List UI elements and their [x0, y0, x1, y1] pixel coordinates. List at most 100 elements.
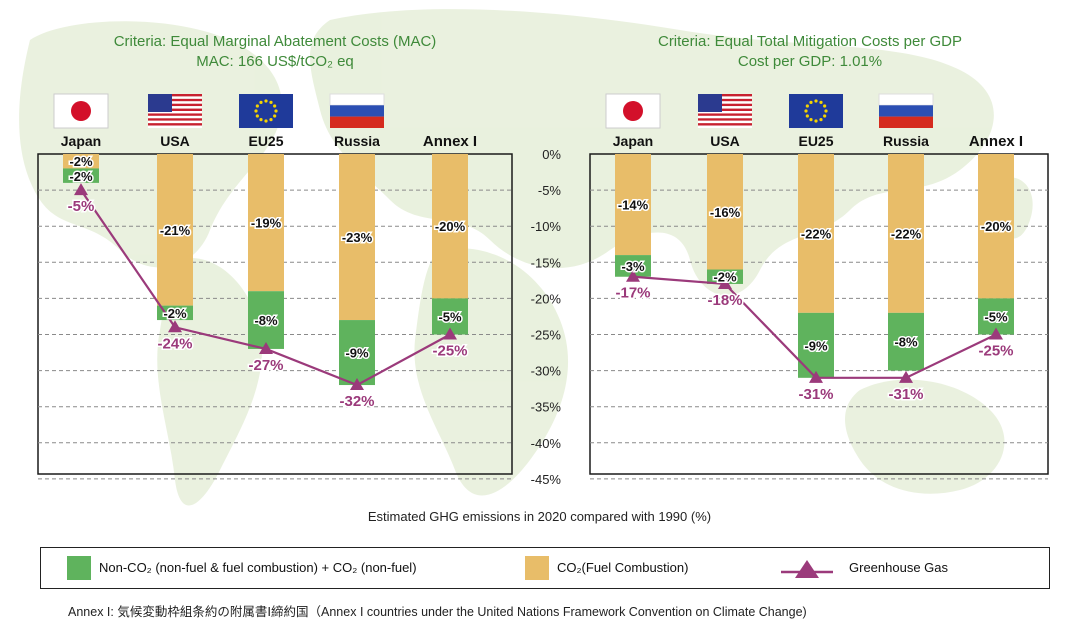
left-nonco2-value-label: -2% — [163, 306, 187, 321]
legend-item-co2-fuel: CO₂(Fuel Combustion) — [525, 548, 688, 587]
usa-flag-stripe — [148, 118, 202, 121]
eu-flag-star — [819, 100, 823, 104]
right-bar-co2-2 — [798, 154, 834, 313]
japan-flag — [605, 93, 661, 129]
left-co2-value-label: -21% — [160, 223, 191, 238]
eu-flag-star — [274, 109, 278, 113]
left-chart-title-line-1: Criteria: Equal Marginal Abatement Costs… — [113, 33, 437, 50]
usa-flag-stripe — [148, 94, 202, 97]
russia-flag-blue — [330, 105, 384, 117]
eu-flag — [239, 94, 293, 128]
eu-flag-star — [824, 109, 828, 113]
eu-flag-star — [823, 114, 827, 118]
left-nonco2-value-label: -2% — [69, 169, 93, 184]
footnote: Annex I: 気候変動枠組条約の附属書Ⅰ締約国（Annex I countr… — [68, 605, 807, 619]
usa-flag-stripe — [148, 96, 202, 99]
y-tick-label: -40% — [531, 436, 562, 451]
right-ghg-value-label: -31% — [798, 386, 833, 403]
usa-flag — [698, 94, 752, 129]
right-bar-nonco2-0 — [615, 255, 651, 277]
left-category-label: EU25 — [248, 133, 283, 149]
right-bar-co2-3 — [888, 154, 924, 313]
left-chart — [37, 93, 513, 480]
right-chart — [589, 93, 1049, 480]
usa-flag-stripe — [148, 123, 202, 126]
right-bar-nonco2-1 — [707, 269, 743, 284]
y-tick-label: -25% — [531, 328, 562, 343]
right-bar-nonco2-3 — [888, 312, 924, 371]
eu-flag-star — [804, 109, 808, 113]
usa-flag-stripe — [698, 113, 752, 116]
left-bar-nonco2-2 — [248, 291, 284, 349]
legend-label-non-co2: Non-CO₂ (non-fuel & fuel combustion) + C… — [99, 560, 417, 575]
eu-flag-star — [819, 118, 823, 122]
eu-flag-star — [805, 114, 809, 118]
left-category-label: Annex I — [423, 133, 477, 150]
left-bar-nonco2-3 — [339, 320, 375, 386]
legend-triangle-icon — [781, 559, 833, 578]
left-ghg-marker — [443, 327, 457, 340]
eu-flag-star — [259, 100, 263, 104]
right-ghg-value-label: -18% — [707, 292, 742, 309]
y-tick-label: -20% — [531, 291, 562, 306]
japan-flag-disc — [623, 101, 643, 121]
usa-flag-stripe — [698, 94, 752, 97]
left-bar-co2-3 — [339, 154, 375, 321]
left-category-label: Japan — [61, 133, 101, 149]
eu-flag-star — [255, 104, 259, 108]
left-category-label: Russia — [334, 133, 380, 149]
legend-item-non-co2: Non-CO₂ (non-fuel & fuel combustion) + C… — [67, 548, 417, 587]
eu-flag-star — [269, 118, 273, 122]
legend-label-co2-fuel: CO₂(Fuel Combustion) — [557, 560, 689, 575]
usa-flag-stripe — [698, 111, 752, 114]
usa-flag-stripe — [698, 101, 752, 104]
y-tick-label: -10% — [531, 219, 562, 234]
usa-flag-canton — [698, 94, 722, 112]
left-ghg-marker — [168, 320, 182, 333]
japan-flag — [53, 93, 109, 129]
usa-flag-stripe — [698, 115, 752, 119]
right-bar-co2-0 — [615, 154, 651, 256]
right-category-label: Japan — [613, 133, 653, 149]
right-chart-title-line-2: Cost per GDP: 1.01% — [737, 53, 883, 70]
right-ghg-value-label: -17% — [615, 285, 650, 302]
usa-flag-stripe — [698, 106, 752, 109]
right-ghg-marker — [899, 370, 913, 383]
usa-flag-stripe — [698, 98, 752, 102]
eu-flag-star — [264, 119, 268, 123]
left-bar-co2-1 — [157, 154, 193, 306]
right-co2-value-label: -16% — [710, 205, 741, 220]
right-category-label: Russia — [883, 133, 929, 149]
left-bar-co2-2 — [248, 154, 284, 292]
eu-flag-star — [814, 99, 818, 103]
usa-flag-stripe — [148, 120, 202, 124]
usa-flag-stripe — [698, 103, 752, 107]
left-co2-value-label: -2% — [69, 154, 93, 169]
right-chart-title-line-1: Criteria: Equal Total Mitigation Costs p… — [657, 33, 962, 50]
right-ghg-marker — [989, 327, 1003, 340]
right-bar-co2-1 — [707, 154, 743, 270]
legend: Non-CO₂ (non-fuel & fuel combustion) + C… — [40, 547, 1050, 589]
eu-flag-star — [805, 104, 809, 108]
left-co2-value-label: -23% — [342, 230, 373, 245]
japan-flag-field — [605, 93, 661, 129]
legend-item-ghg: Greenhouse Gas — [779, 548, 948, 587]
right-bar-co2-4 — [978, 154, 1014, 299]
right-chart-title: Criteria: Equal Total Mitigation Costs p… — [600, 32, 1020, 72]
usa-flag-stripe — [148, 103, 202, 107]
eu-flag-star — [255, 114, 259, 118]
eu-flag-star — [814, 119, 818, 123]
left-ghg-value-label: -25% — [432, 343, 467, 360]
usa-flag-stripe — [148, 108, 202, 112]
left-category-label: USA — [160, 133, 190, 149]
right-co2-value-label: -22% — [801, 226, 832, 241]
right-nonco2-value-label: -3% — [621, 259, 645, 274]
usa-flag-stripe — [148, 111, 202, 114]
right-co2-value-label: -22% — [891, 226, 922, 241]
eu-flag-field — [239, 94, 293, 128]
eu-flag-star — [273, 104, 277, 108]
right-ghg-marker — [626, 269, 640, 282]
right-ghg-marker — [718, 276, 732, 289]
right-nonco2-value-label: -8% — [894, 335, 918, 350]
